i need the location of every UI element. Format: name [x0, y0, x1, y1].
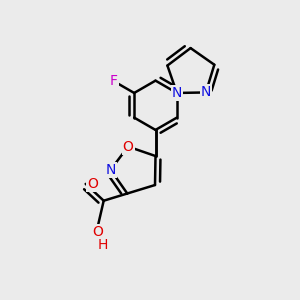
Text: F: F	[110, 74, 118, 88]
Text: O: O	[88, 177, 98, 191]
Text: N: N	[201, 85, 211, 100]
Text: O: O	[123, 140, 134, 154]
Text: O: O	[93, 225, 104, 239]
Text: H: H	[98, 238, 108, 252]
Text: N: N	[106, 163, 116, 177]
Text: N: N	[172, 86, 182, 100]
